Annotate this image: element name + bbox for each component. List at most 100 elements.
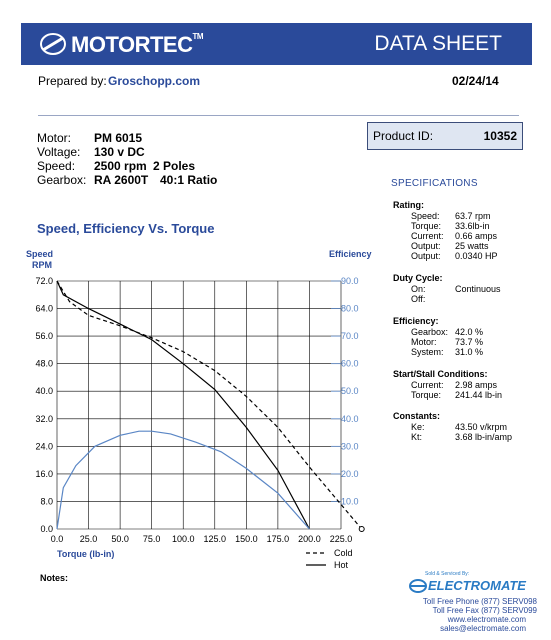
x-tick-label: 0.0: [51, 534, 64, 544]
header-bar: MOTORTECTM DATA SHEET: [21, 23, 532, 65]
y-right-tick-label: 60.0: [341, 359, 359, 369]
spec-label: Output:: [411, 241, 441, 251]
gearbox-label: Gearbox:: [37, 173, 87, 187]
x-tick-label: 50.0: [111, 534, 129, 544]
brand-logo: MOTORTECTM: [71, 32, 204, 57]
x-tick-label: 175.0: [267, 534, 290, 544]
electromate-logo-icon: [409, 579, 427, 598]
spec-label: Kt:: [411, 432, 423, 442]
email-link[interactable]: sales@electromate.com: [440, 624, 526, 633]
series-line-cold: [56, 280, 363, 530]
electromate-logo: ELECTROMATE: [428, 578, 526, 593]
y-left-tick-label: 56.0: [35, 331, 53, 341]
spec-label: On:: [411, 284, 426, 294]
spec-value: 63.7 rpm: [455, 211, 491, 221]
speed-label: Speed:: [37, 159, 76, 173]
sold-by-label: Sold & Serviced By:: [425, 571, 470, 577]
notes-label: Notes:: [40, 573, 69, 583]
motor-value: PM 6015: [94, 131, 143, 145]
y-right-tick-label: 30.0: [341, 441, 359, 451]
y-right-tick-label: 20.0: [341, 469, 359, 479]
y-left-axis-label: Speed: [26, 249, 53, 259]
y-right-tick-label: 40.0: [341, 414, 359, 424]
spec-value: 33.6lb-in: [455, 221, 490, 231]
spec-value: 2.98 amps: [455, 380, 498, 390]
spec-value: 25 watts: [455, 241, 489, 251]
spec-label: Current:: [411, 231, 444, 241]
spec-label: Torque:: [411, 390, 442, 400]
spec-value: 42.0 %: [455, 327, 484, 337]
page-title: DATA SHEET: [374, 32, 502, 55]
product-id-label: Product ID:: [373, 129, 434, 143]
y-left-tick-label: 64.0: [35, 304, 53, 314]
spec-value: 0.66 amps: [455, 231, 498, 241]
gearbox-ratio: 40:1 Ratio: [160, 173, 218, 187]
x-tick-label: 25.0: [80, 534, 98, 544]
efficiency-heading: Efficiency:: [393, 316, 439, 326]
duty-cycle-heading: Duty Cycle:: [393, 273, 443, 283]
x-tick-label: 225.0: [330, 534, 353, 544]
toll-free-phone: Toll Free Phone (877) SERV098: [422, 597, 537, 606]
stall-heading: Start/Stall Conditions:: [393, 369, 488, 379]
website-link[interactable]: www.electromate.com: [447, 615, 526, 624]
spec-value: 3.68 lb-in/amp: [455, 432, 513, 442]
spec-value: 0.0340 HP: [455, 251, 498, 261]
product-id-value: 10352: [483, 129, 517, 143]
y-left-tick-label: 72.0: [35, 276, 53, 286]
y-right-tick-label: 50.0: [341, 386, 359, 396]
y-left-axis-label-unit: RPM: [32, 260, 52, 270]
y-right-axis-label: Efficiency: [329, 249, 372, 259]
constants-heading: Constants:: [393, 411, 440, 421]
prepared-by-value[interactable]: Groschopp.com: [108, 74, 201, 88]
spec-label: Off:: [411, 294, 426, 304]
prepared-by-label: Prepared by:: [38, 74, 107, 88]
stall-point-marker: [358, 526, 365, 532]
motortec-logo-icon: [39, 32, 67, 61]
y-left-tick-label: 32.0: [35, 414, 53, 424]
spec-label: Gearbox:: [411, 327, 449, 337]
y-left-tick-label: 8.0: [40, 496, 53, 506]
rating-heading: Rating:: [393, 200, 424, 210]
spec-label: Output:: [411, 251, 441, 261]
spec-value: 43.50 v/krpm: [455, 422, 508, 432]
x-tick-label: 125.0: [204, 534, 227, 544]
specifications-title: SPECIFICATIONS: [391, 178, 478, 189]
x-tick-label: 200.0: [298, 534, 321, 544]
y-right-tick-label: 90.0: [341, 276, 359, 286]
speed-value: 2500 rpm: [94, 159, 147, 173]
x-axis-label: Torque (lb-in): [57, 549, 114, 559]
motor-label: Motor:: [37, 131, 72, 145]
y-left-tick-label: 0.0: [40, 524, 53, 534]
spec-value: 241.44 lb-in: [455, 390, 503, 400]
y-left-tick-label: 24.0: [35, 441, 53, 451]
x-tick-label: 100.0: [172, 534, 195, 544]
series-line-hot: [56, 280, 310, 530]
toll-free-fax: Toll Free Fax (877) SERV099: [432, 606, 537, 615]
y-right-tick-label: 10.0: [341, 496, 359, 506]
y-left-tick-label: 40.0: [35, 386, 53, 396]
divider: [38, 115, 519, 116]
legend-label: Hot: [334, 560, 349, 570]
x-tick-label: 150.0: [235, 534, 258, 544]
spec-value: Continuous: [455, 284, 501, 294]
spec-label: Motor:: [411, 337, 437, 347]
x-tick-label: 75.0: [143, 534, 161, 544]
voltage-label: Voltage:: [37, 145, 81, 159]
spec-value: 73.7 %: [455, 337, 484, 347]
spec-label: Current:: [411, 380, 444, 390]
y-left-tick-label: 48.0: [35, 359, 53, 369]
y-left-tick-label: 16.0: [35, 469, 53, 479]
y-right-tick-label: 70.0: [341, 331, 359, 341]
series-line-efficiency: [56, 430, 310, 530]
gearbox-value: RA 2600T: [94, 173, 149, 187]
spec-value: 31.0 %: [455, 347, 484, 357]
spec-label: Speed:: [411, 211, 440, 221]
y-right-tick-label: 80.0: [341, 304, 359, 314]
poles-value: 2 Poles: [153, 159, 196, 173]
spec-label: Ke:: [411, 422, 425, 432]
spec-label: System:: [411, 347, 444, 357]
voltage-value: 130 v DC: [94, 145, 145, 159]
date: 02/24/14: [452, 74, 499, 88]
spec-label: Torque:: [411, 221, 442, 231]
